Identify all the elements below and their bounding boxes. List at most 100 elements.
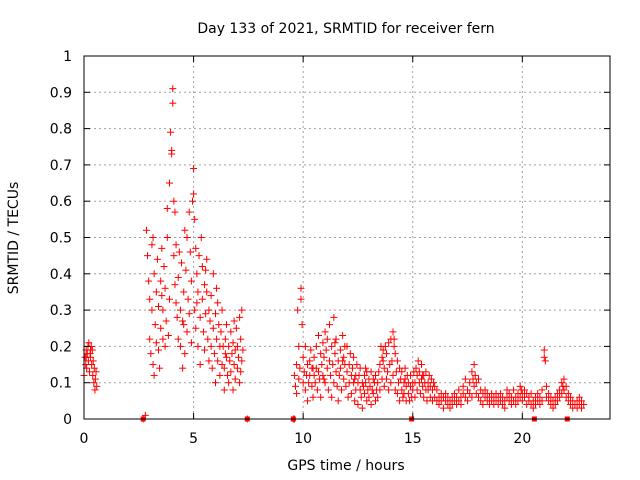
data-point	[477, 397, 485, 405]
data-point	[496, 390, 504, 398]
data-point	[157, 324, 165, 332]
data-point	[226, 357, 234, 365]
data-point	[340, 353, 348, 361]
data-point	[227, 368, 235, 376]
x-tick-label: 20	[513, 431, 531, 447]
data-point	[233, 342, 241, 350]
data-point	[464, 386, 472, 394]
data-point	[374, 379, 382, 387]
data-point	[309, 364, 317, 372]
data-point	[187, 339, 195, 347]
data-point	[393, 357, 401, 365]
y-tick-label: 0.9	[50, 85, 72, 101]
data-point	[235, 353, 243, 361]
data-point	[390, 342, 398, 350]
data-point	[567, 393, 575, 401]
y-tick-label: 0.6	[50, 194, 72, 210]
data-point	[162, 317, 170, 325]
data-point	[334, 397, 342, 405]
data-point	[510, 386, 518, 394]
data-point	[499, 400, 507, 408]
data-point	[418, 375, 426, 383]
data-point	[442, 390, 450, 398]
data-point	[457, 400, 465, 408]
data-point	[328, 342, 336, 350]
data-point	[328, 393, 336, 401]
data-point	[503, 386, 511, 394]
data-point	[158, 244, 166, 252]
data-point	[183, 234, 191, 241]
data-point	[192, 244, 200, 252]
data-point	[82, 361, 90, 369]
data-point	[385, 339, 393, 347]
data-point	[188, 197, 196, 205]
data-point	[385, 386, 393, 394]
data-point	[214, 357, 222, 365]
data-point	[329, 361, 337, 369]
data-point	[172, 299, 180, 307]
data-point	[238, 357, 246, 365]
data-point	[353, 361, 361, 369]
data-point	[339, 357, 347, 365]
data-point	[516, 382, 524, 390]
data-point	[238, 306, 246, 314]
data-point	[407, 371, 415, 379]
data-point	[321, 379, 329, 387]
data-point	[350, 353, 358, 361]
data-point	[327, 371, 335, 379]
data-point	[315, 332, 323, 340]
data-point	[518, 397, 526, 405]
data-point	[212, 310, 219, 318]
data-point	[339, 332, 347, 340]
data-point	[229, 339, 237, 347]
data-point	[346, 350, 354, 358]
data-point	[336, 364, 344, 372]
data-point	[180, 288, 188, 296]
data-point	[202, 266, 210, 274]
data-point	[361, 371, 369, 379]
data-point	[398, 368, 406, 376]
data-point	[237, 335, 245, 343]
data-point	[325, 357, 333, 365]
data-point	[415, 368, 423, 376]
data-point	[439, 404, 447, 412]
data-point	[354, 400, 362, 408]
data-point	[461, 393, 469, 401]
data-point	[322, 346, 330, 354]
data-point	[470, 382, 478, 390]
data-point	[418, 361, 426, 369]
data-point	[293, 390, 301, 398]
data-point	[229, 386, 237, 394]
data-point	[305, 379, 313, 387]
data-point	[225, 379, 233, 387]
data-point	[481, 386, 489, 394]
data-point	[161, 342, 169, 350]
data-point	[399, 393, 407, 401]
data-point	[356, 386, 364, 394]
data-point	[382, 350, 390, 358]
data-point	[310, 353, 318, 361]
data-point	[186, 248, 194, 256]
data-point	[175, 248, 183, 256]
data-point	[343, 368, 351, 376]
data-point	[142, 226, 150, 234]
data-point	[551, 400, 559, 408]
data-point	[191, 215, 199, 223]
data-point	[169, 85, 177, 93]
data-point	[146, 295, 154, 303]
data-point	[332, 368, 340, 376]
data-point	[323, 364, 331, 372]
data-point	[435, 400, 443, 408]
data-point	[196, 361, 204, 369]
data-point	[195, 252, 203, 260]
data-point	[218, 361, 226, 369]
data-point	[164, 332, 172, 340]
data-point	[149, 234, 157, 241]
data-point	[359, 382, 367, 390]
grid-lines	[84, 56, 610, 419]
data-point	[304, 361, 312, 369]
data-point	[295, 375, 303, 383]
data-point	[170, 252, 178, 260]
data-point	[468, 393, 476, 401]
data-point	[404, 390, 412, 398]
